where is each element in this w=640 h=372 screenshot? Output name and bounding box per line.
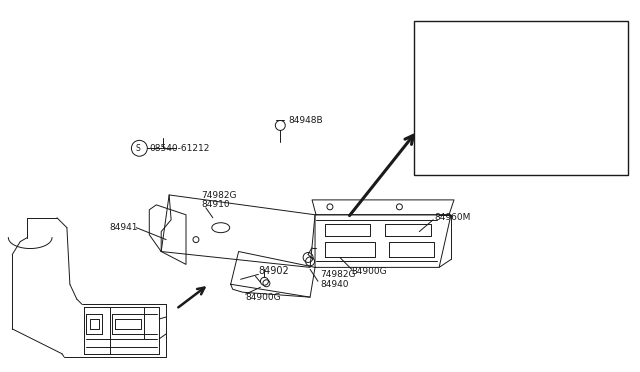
Text: 84900G: 84900G <box>421 68 454 77</box>
Text: S. GXE: S. GXE <box>421 46 454 56</box>
Text: 08540-61212: 08540-61212 <box>149 144 210 153</box>
Bar <box>414 21 628 175</box>
Text: 84960M: 84960M <box>434 213 470 222</box>
Text: 84950 (RH): 84950 (RH) <box>547 86 594 95</box>
Text: 84948B: 84948B <box>288 116 323 125</box>
Text: 84902: 84902 <box>259 266 289 276</box>
Text: 84900G: 84900G <box>246 293 281 302</box>
Text: 74982G: 74982G <box>320 270 355 279</box>
Text: 84951 (LH): 84951 (LH) <box>547 96 593 105</box>
Text: S: S <box>136 144 141 153</box>
Text: 84900G: 84900G <box>352 267 387 276</box>
Text: 84940: 84940 <box>320 280 349 289</box>
Text: 84910: 84910 <box>201 201 230 209</box>
Text: 74982G: 74982G <box>201 192 236 201</box>
Text: ^8/9^ 0057: ^8/9^ 0057 <box>563 22 614 31</box>
Text: 84941: 84941 <box>109 223 138 232</box>
